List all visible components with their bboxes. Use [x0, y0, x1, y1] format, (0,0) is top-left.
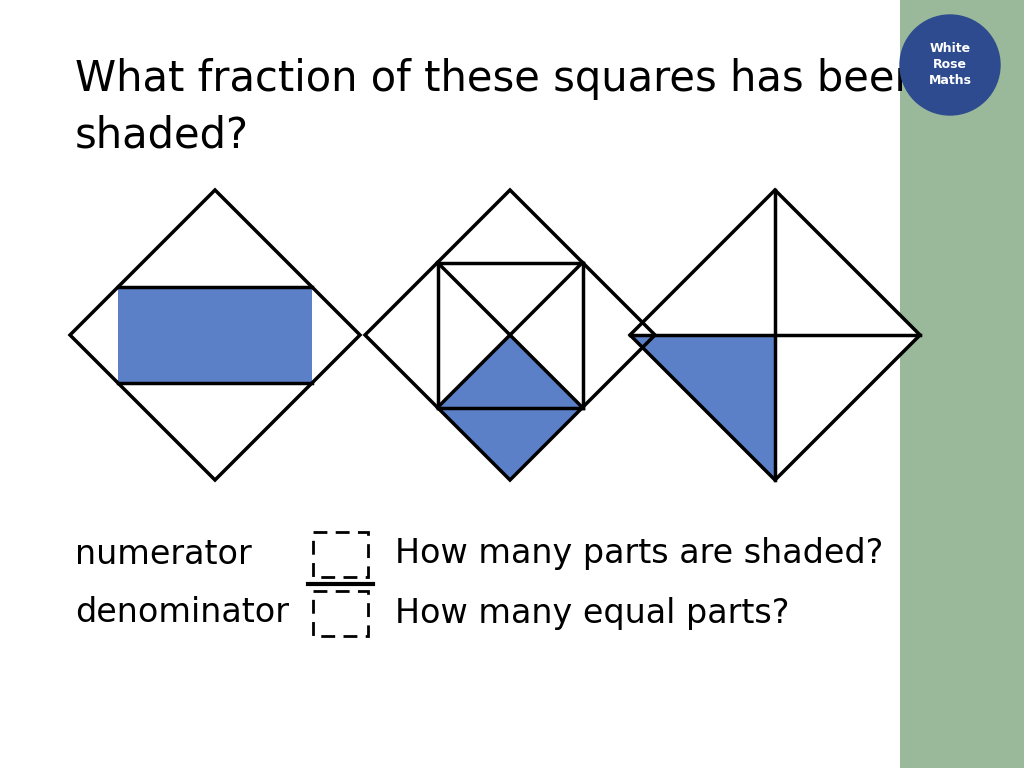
Polygon shape: [630, 335, 775, 480]
Polygon shape: [70, 190, 360, 480]
Text: shaded?: shaded?: [75, 115, 249, 157]
Bar: [312, 591, 368, 635]
Circle shape: [900, 15, 1000, 115]
Text: White
Rose
Maths: White Rose Maths: [929, 42, 972, 88]
Bar: [312, 531, 368, 577]
Text: How many parts are shaded?: How many parts are shaded?: [395, 538, 884, 571]
Text: numerator: numerator: [75, 538, 252, 571]
Polygon shape: [119, 286, 311, 383]
Text: How many equal parts?: How many equal parts?: [395, 597, 790, 630]
Bar: [900, 0, 1024, 768]
Polygon shape: [630, 190, 920, 480]
Polygon shape: [365, 190, 655, 480]
Text: denominator: denominator: [75, 597, 289, 630]
Polygon shape: [437, 335, 583, 480]
Text: What fraction of these squares has been: What fraction of these squares has been: [75, 58, 921, 100]
